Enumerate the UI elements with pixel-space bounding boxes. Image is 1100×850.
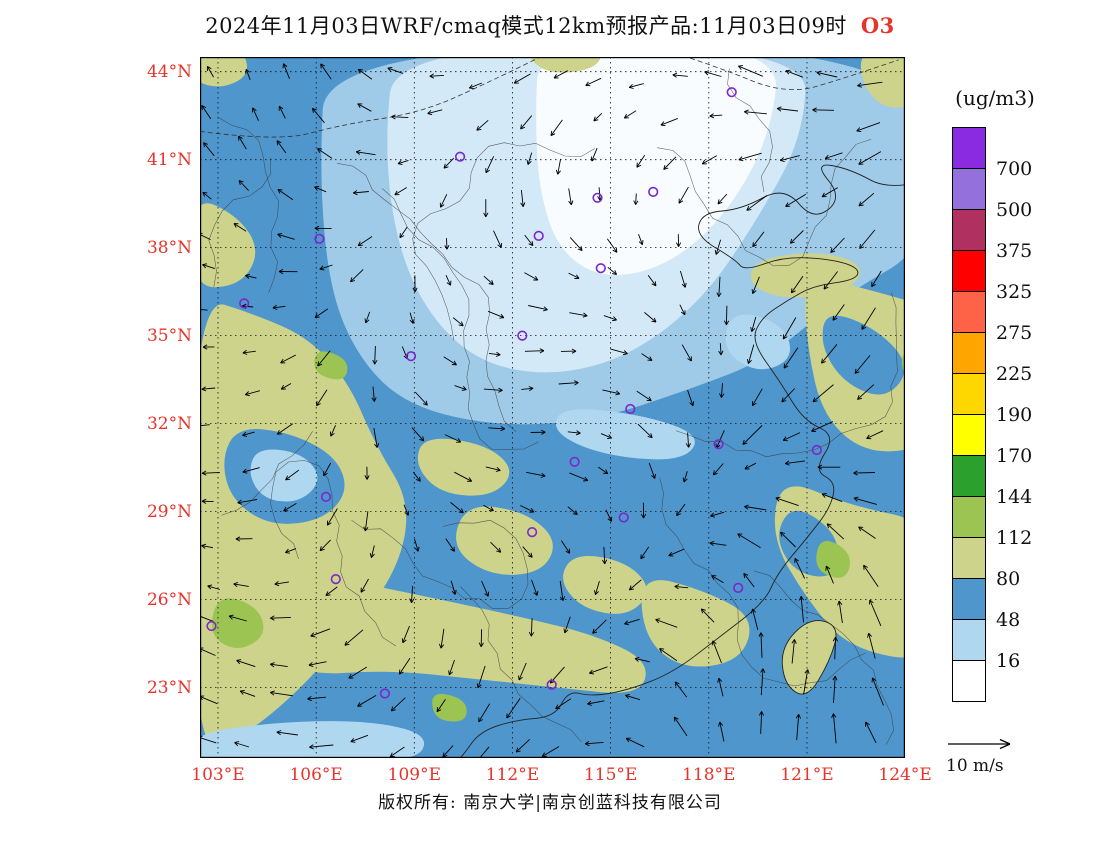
province-boundaries: [208, 68, 898, 745]
colorbar-tick-label: 144: [996, 486, 1033, 508]
colorbar-segment: [952, 537, 986, 579]
colorbar-tick-label: 700: [996, 158, 1033, 180]
map-plot-area: [200, 57, 905, 758]
city-markers: [206, 87, 822, 699]
colorbar-segment: [952, 619, 986, 661]
colorbar-tick-label: 190: [996, 404, 1033, 426]
lon-tick-label: 103°E: [191, 765, 245, 785]
colorbar-segment: [952, 332, 986, 374]
colorbar-segment: [952, 660, 986, 702]
colorbar-tick-label: 170: [996, 445, 1033, 467]
lat-tick-label: 32°N: [146, 413, 192, 434]
colorbar-tick-label: 48: [996, 609, 1021, 631]
lat-tick-label: 35°N: [146, 325, 192, 346]
colorbar-segment: [952, 127, 986, 169]
wind-reference-label: 10 m/s: [946, 756, 1004, 776]
lon-tick-label: 115°E: [583, 765, 638, 785]
national-border: [200, 57, 899, 138]
colorbar-tick-label: 16: [996, 650, 1021, 672]
colorbar-segment: [952, 578, 986, 620]
colorbar-segment: [952, 291, 986, 333]
colorbar-segment: [952, 373, 986, 415]
colorbar-unit-label: (ug/m3): [955, 86, 1035, 110]
plot-border: [200, 57, 905, 758]
figure-title: 2024年11月03日WRF/cmaq模式12km预报产品:11月03日09时 O…: [0, 10, 1100, 40]
colorbar-tick-label: 375: [996, 240, 1033, 262]
colorbar-tick-label: 225: [996, 363, 1033, 385]
colorbar-segment: [952, 250, 986, 292]
species-label: O3: [860, 13, 895, 38]
colorbar-segment: [952, 496, 986, 538]
lat-tick-label: 26°N: [146, 589, 192, 610]
colorbar-segment: [952, 168, 986, 210]
lon-tick-label: 118°E: [682, 765, 736, 785]
coastline: [459, 164, 905, 758]
concentration-field: [200, 57, 905, 758]
wind-reference: 10 m/s: [946, 736, 1076, 776]
colorbar-segment: [952, 414, 986, 456]
lon-tick-label: 109°E: [387, 765, 441, 785]
colorbar: 700 500 375 325 275 225 190 170 144 112 80 48 16: [952, 127, 1032, 702]
colorbar-segment: [952, 209, 986, 251]
wind-vectors: [200, 63, 884, 758]
colorbar-tick-label: 275: [996, 322, 1033, 344]
lat-tick-label: 38°N: [146, 237, 192, 258]
graticule: [200, 57, 905, 758]
colorbar-tick-label: 80: [996, 568, 1021, 590]
colorbar-segment: [952, 455, 986, 497]
colorbar-tick-label: 500: [996, 199, 1033, 221]
colorbar-tick-label: 112: [996, 527, 1033, 549]
lon-tick-label: 112°E: [485, 765, 540, 785]
colorbar-tick-label: 325: [996, 281, 1033, 303]
title-text: 2024年11月03日WRF/cmaq模式12km预报产品:11月03日09时: [205, 14, 847, 38]
copyright-footer: 版权所有: 南京大学|南京创蓝科技有限公司: [378, 793, 722, 813]
lat-tick-label: 41°N: [146, 149, 192, 170]
map-canvas: [200, 57, 905, 758]
lat-tick-label: 44°N: [146, 61, 192, 82]
wind-reference-arrow-icon: [948, 738, 1011, 750]
lon-tick-label: 121°E: [780, 765, 834, 785]
lat-tick-label: 23°N: [146, 677, 192, 698]
lat-tick-label: 29°N: [146, 501, 192, 522]
lon-tick-label: 106°E: [289, 765, 343, 785]
lon-tick-label: 124°E: [878, 765, 932, 785]
